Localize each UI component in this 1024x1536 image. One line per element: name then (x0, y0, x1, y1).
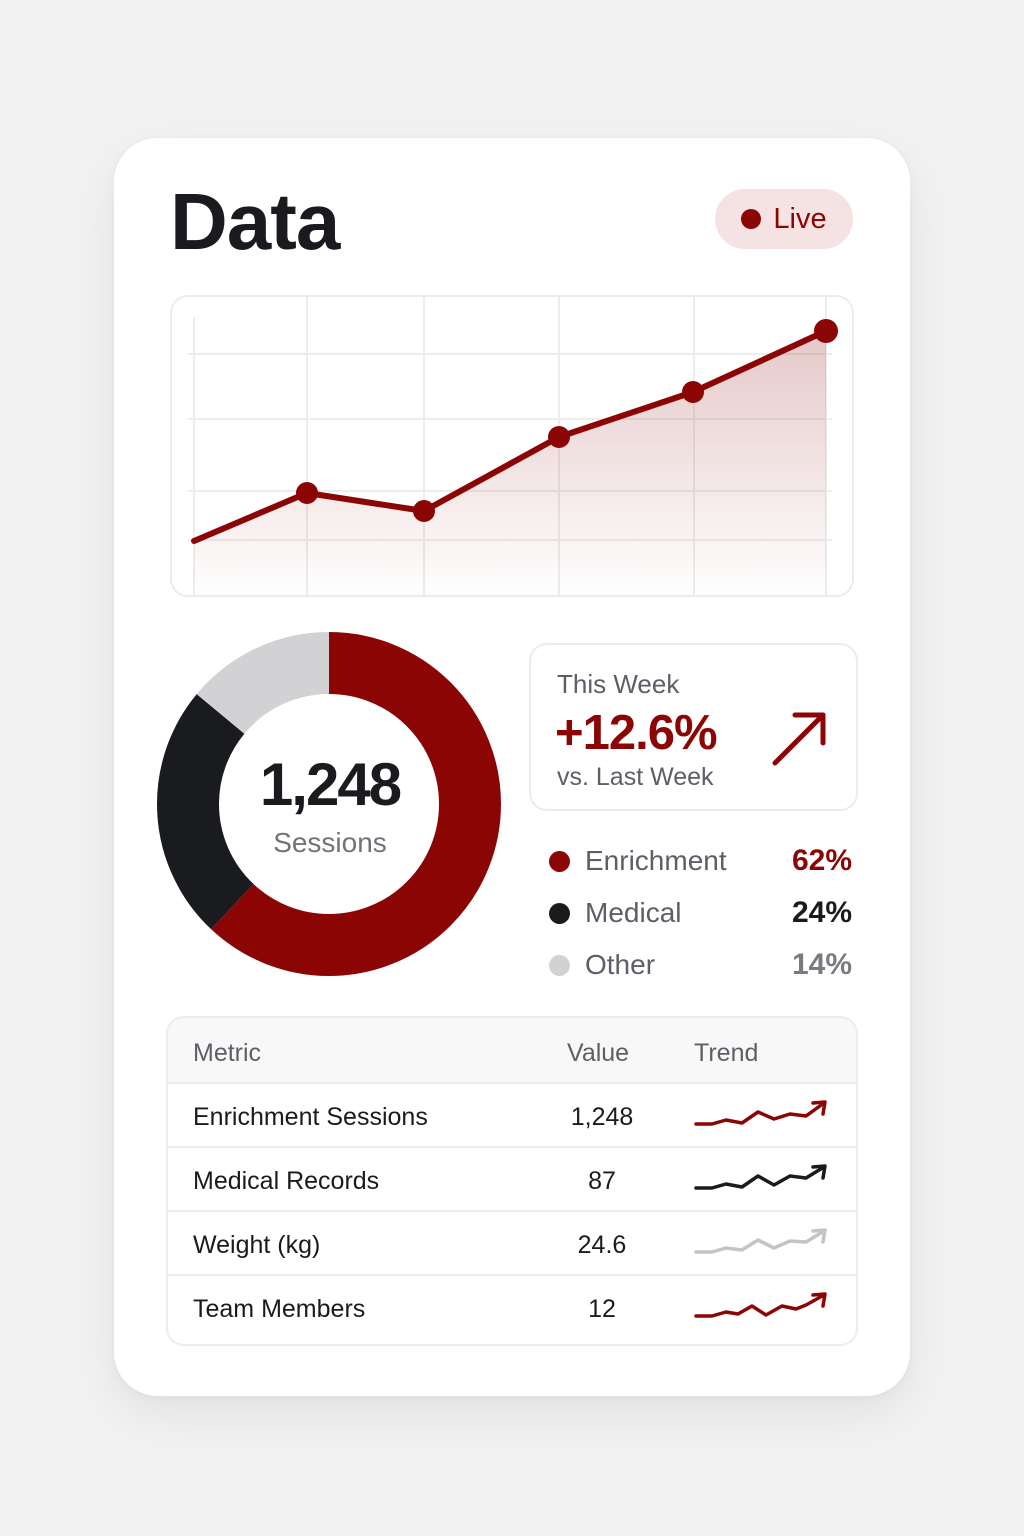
live-status-badge[interactable]: Live (715, 189, 853, 249)
metric-value: 1,248 (570, 1103, 634, 1131)
enrichment-dot-icon (549, 850, 570, 872)
live-dot-icon (741, 209, 762, 229)
legend-item-enrichment: Enrichment 62% (547, 835, 852, 887)
table-row[interactable]: Weight (kg) 24.6 (168, 1212, 856, 1276)
other-dot-icon (549, 954, 570, 976)
donut-center: 1,248 Sessions (157, 628, 503, 980)
trend-up-sparkline-icon (694, 1100, 827, 1126)
table-row[interactable]: Medical Records 87 (168, 1148, 856, 1212)
trend-up-sparkline-icon (694, 1228, 827, 1254)
this-week-card: This Week +12.6% vs. Last Week (529, 643, 858, 811)
live-badge-label: Live (773, 202, 827, 235)
metric-name: Enrichment Sessions (193, 1103, 428, 1131)
area-fill (194, 331, 826, 595)
week-label: This Week (557, 669, 680, 699)
metric-value: 12 (588, 1295, 616, 1323)
legend-percent: 24% (791, 896, 852, 929)
legend-item-medical: Medical 24% (547, 887, 852, 939)
page-title: Data (170, 177, 340, 266)
legend-label: Medical (585, 897, 682, 928)
column-header-metric[interactable]: Metric (193, 1039, 262, 1067)
legend-label: Other (585, 949, 656, 980)
trend-up-sparkline-icon (694, 1164, 827, 1190)
donut-legend: Enrichment 62% Medical 24% Other 14% (547, 835, 852, 991)
legend-percent: 14% (791, 948, 852, 981)
table-header: Metric Value Trend (168, 1018, 856, 1084)
donut-segment-medical (157, 632, 501, 976)
data-points (296, 319, 838, 522)
metric-name: Medical Records (193, 1167, 380, 1195)
trend-up-sparkline-icon (694, 1292, 827, 1318)
column-header-value[interactable]: Value (567, 1039, 630, 1067)
arrow-up-right-icon (772, 712, 826, 766)
week-comparison-label: vs. Last Week (557, 763, 714, 791)
table-row[interactable]: Team Members 12 (168, 1276, 856, 1340)
metric-value: 24.6 (577, 1231, 627, 1259)
data-dashboard-card: Data Live (114, 138, 910, 1396)
legend-percent: 62% (791, 844, 852, 877)
donut-segment-other (157, 632, 501, 976)
metric-name: Team Members (193, 1295, 366, 1323)
line-chart-svg (188, 297, 838, 595)
sessions-donut-chart: 1,248 Sessions (157, 628, 503, 980)
metrics-table: Metric Value Trend Enrichment Sessions 1… (166, 1016, 858, 1346)
legend-label: Enrichment (585, 845, 727, 876)
table-row[interactable]: Enrichment Sessions 1,248 (168, 1084, 856, 1148)
sessions-total: 1,248 (259, 751, 402, 818)
metric-value: 87 (588, 1167, 616, 1195)
sessions-label: Sessions (273, 827, 387, 858)
legend-item-other: Other 14% (547, 939, 852, 991)
data-line (191, 328, 829, 544)
metric-name: Weight (kg) (193, 1231, 321, 1259)
column-header-trend[interactable]: Trend (694, 1039, 759, 1067)
trend-line-chart (170, 295, 854, 597)
donut-svg (157, 632, 501, 976)
week-change-value: +12.6% (555, 706, 718, 760)
medical-dot-icon (549, 902, 570, 924)
